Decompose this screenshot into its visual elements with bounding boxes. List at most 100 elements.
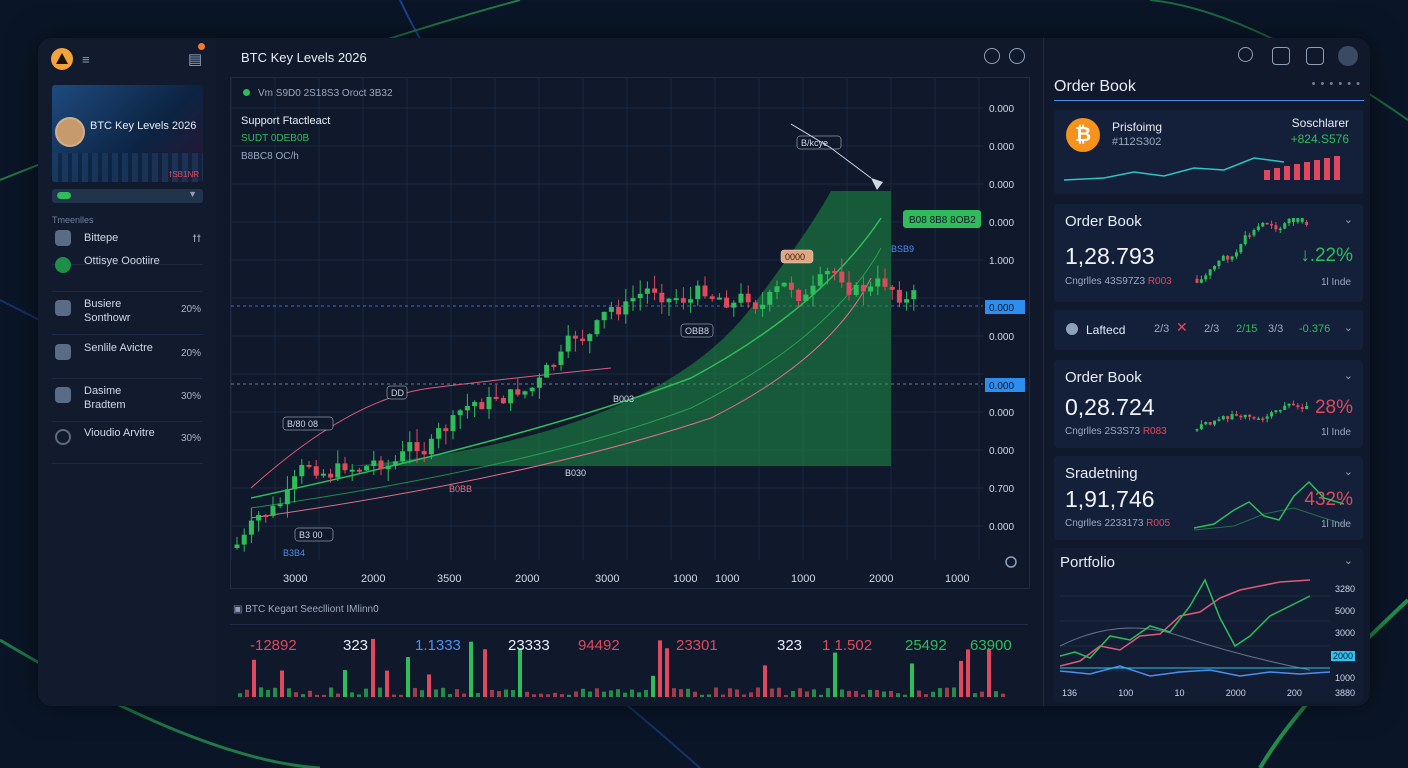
volume-bar xyxy=(763,665,767,697)
mini-candle xyxy=(1208,269,1212,276)
y-tick: 5000 xyxy=(1334,606,1355,616)
chevron-down-icon[interactable]: ⌄ xyxy=(1343,322,1353,334)
volume-bar xyxy=(826,688,830,697)
candle xyxy=(277,504,283,507)
chevron-down-icon[interactable]: ⌄ xyxy=(1343,214,1353,226)
volume-bar xyxy=(511,690,515,697)
camera-icon xyxy=(55,387,71,403)
volume-bar xyxy=(854,690,858,697)
volume-value: 323 xyxy=(777,637,803,654)
portfolio-card[interactable]: Portfolio ⌄ 3280 5000 3000 2000 1000 388… xyxy=(1054,548,1363,702)
ticker-row[interactable]: Laftecd 2/3 ✕ 2/3 2/15 3/3 -0.376 ⌄ xyxy=(1054,310,1363,350)
candle xyxy=(392,461,398,466)
x-tick: 1000 xyxy=(945,573,969,585)
sidebar-filter[interactable]: ▼ xyxy=(52,189,203,203)
volume-bar xyxy=(441,687,445,697)
mini-candle xyxy=(1221,416,1225,420)
volume-panel[interactable]: -12892 323 1.1333 23333 94492 23301 323 … xyxy=(230,624,1028,703)
sidebar-item[interactable]: Dasime Bradtem 30% xyxy=(52,381,203,422)
sidebar-item[interactable]: Bittepe ꝉꝉ xyxy=(52,224,203,265)
refresh-icon[interactable] xyxy=(984,48,1000,64)
external-icon[interactable] xyxy=(1306,47,1324,65)
card-title: Order Book xyxy=(1065,369,1142,386)
candle xyxy=(407,442,413,452)
trading-app-window: ≡ ▤ BTC Key Levels 2026 ꝉSB1NR ▼ Tmeenll… xyxy=(38,38,1370,706)
logo[interactable] xyxy=(51,48,73,70)
chart-icon xyxy=(55,230,71,246)
candlestick-chart[interactable]: B/kcye B08 8B8 8OB2 BSB9 OBB8 B/80 08 B3 00 00… xyxy=(231,78,1029,588)
mini-candle xyxy=(1226,416,1230,420)
menu-icon[interactable]: ≡ xyxy=(82,52,90,67)
chevron-down-icon[interactable]: ⌄ xyxy=(1343,555,1353,567)
more-icon[interactable]: • • • • • • xyxy=(1311,78,1361,90)
volume-bar xyxy=(392,694,396,697)
btc-card[interactable]: ₿ Prisfoimg #112S302 Soschlarer +824.S57… xyxy=(1054,110,1363,194)
btc-right-title: Soschlarer xyxy=(1291,116,1349,130)
avatar[interactable] xyxy=(1338,46,1358,66)
volume-bar xyxy=(637,692,641,697)
close-icon[interactable]: ✕ xyxy=(1176,319,1188,335)
chevron-down-icon[interactable]: ⌄ xyxy=(1343,370,1353,382)
share-icon[interactable] xyxy=(1272,47,1290,65)
sidebar-item-value: 30% xyxy=(180,433,201,444)
mini-candle xyxy=(1248,414,1252,417)
volume-bar xyxy=(574,691,578,697)
candle xyxy=(436,428,442,439)
x-axis: 136 100 10 2000 200 xyxy=(1062,688,1302,698)
trading-card[interactable]: Sradetning ⌄ 1,91,746 432% Cngrlles 2233… xyxy=(1054,456,1363,540)
candle xyxy=(652,288,658,293)
candle xyxy=(623,301,629,315)
settings-icon[interactable] xyxy=(1009,48,1025,64)
sidebar-item[interactable]: Vioudio Arvitre 30% xyxy=(52,423,203,464)
sidebar-item[interactable]: Senlile Avictre 20% xyxy=(52,338,203,379)
volume-bar xyxy=(308,690,312,697)
volume-bar xyxy=(658,640,662,697)
candle xyxy=(860,284,866,292)
mini-candle xyxy=(1278,410,1282,412)
search-icon[interactable] xyxy=(1238,47,1253,62)
order-book-card[interactable]: Order Book ⌄ 1,28.793 ↓.22% Cngrlles 43S… xyxy=(1054,204,1363,302)
notes-icon[interactable]: ▤ xyxy=(188,51,203,68)
chevron-down-icon[interactable]: ⌄ xyxy=(1343,466,1353,478)
volume-bar xyxy=(532,694,536,697)
sidebar-item[interactable]: Busiere Sonthowr 20% xyxy=(52,294,203,335)
toggle-pill[interactable] xyxy=(57,192,71,199)
svg-text:DD: DD xyxy=(391,388,404,398)
volume-bar xyxy=(399,694,403,697)
volume-bar xyxy=(938,688,942,697)
x-tick: 1000 xyxy=(791,573,815,585)
candle xyxy=(508,389,514,404)
volume-bar xyxy=(357,694,361,697)
volume-bar xyxy=(686,688,690,697)
price-chart[interactable]: B/kcye B08 8B8 8OB2 BSB9 OBB8 B/80 08 B3 00 00… xyxy=(230,77,1030,589)
candle xyxy=(256,515,262,521)
volume-bar xyxy=(847,690,851,697)
workspace-thumbnail[interactable]: BTC Key Levels 2026 ꝉSB1NR xyxy=(52,85,203,182)
volume-bar xyxy=(756,687,760,697)
volume-bar xyxy=(462,693,466,697)
candle xyxy=(745,293,751,303)
portfolio-chart xyxy=(1060,578,1330,677)
candle xyxy=(889,286,895,290)
chevron-down-icon[interactable]: ▼ xyxy=(188,189,197,199)
candle xyxy=(558,351,564,365)
callout-label: B/80 08 xyxy=(282,416,334,431)
candle xyxy=(659,292,665,303)
volume-bar xyxy=(868,689,872,697)
candle xyxy=(572,335,578,339)
candle xyxy=(580,338,586,342)
candle xyxy=(364,465,370,471)
volume-bar xyxy=(924,694,928,697)
mini-candle xyxy=(1265,416,1269,419)
order-book-card[interactable]: Order Book ⌄ 0,28.724 28% Cngrlles 2S3S7… xyxy=(1054,360,1363,448)
mini-candle xyxy=(1204,275,1208,280)
candle xyxy=(644,288,650,294)
arrow-head xyxy=(871,178,883,190)
volume-bar xyxy=(385,670,389,697)
volume-bar xyxy=(469,641,473,697)
chart-panel: BTC Key Levels 2026 B/kcye B08 8B8 8OB2 BS… xyxy=(216,38,1043,706)
volume-bar xyxy=(427,674,431,697)
candle xyxy=(443,428,449,432)
sidebar-item[interactable]: Ottisye Oootiire xyxy=(52,251,203,292)
mini-candle xyxy=(1274,225,1278,230)
